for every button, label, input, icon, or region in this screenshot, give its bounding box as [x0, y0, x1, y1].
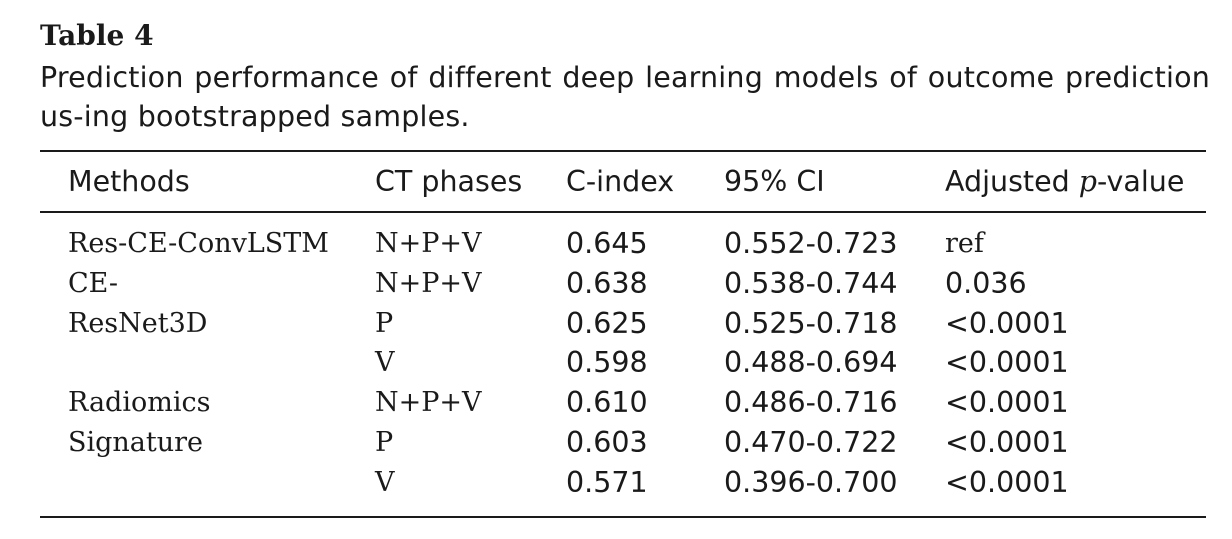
- cell-method: CE-: [68, 268, 118, 299]
- cell-phases: N+P+V: [375, 387, 482, 418]
- header-c-index: C-index: [566, 165, 675, 198]
- header-value-suffix: -value: [1097, 165, 1185, 198]
- header-adjusted-prefix: Adjusted: [945, 165, 1079, 198]
- cell-ci: 0.486-0.716: [724, 386, 898, 419]
- header-adjusted-p-value: Adjusted p-value: [945, 162, 1184, 202]
- cell-phases: P: [375, 308, 394, 339]
- table-top-rule: [40, 150, 1206, 152]
- cell-ci: 0.470-0.722: [724, 426, 898, 459]
- cell-phases: V: [375, 467, 395, 498]
- cell-pvalue: 0.036: [945, 267, 1027, 300]
- cell-ci: 0.396-0.700: [724, 466, 898, 499]
- cell-pvalue: ref: [945, 228, 984, 259]
- cell-cindex: 0.571: [566, 466, 648, 499]
- header-95-ci: 95% CI: [724, 165, 825, 198]
- cell-pvalue: <0.0001: [945, 466, 1069, 499]
- cell-phases: P: [375, 427, 394, 458]
- cell-cindex: 0.603: [566, 426, 648, 459]
- table-bottom-rule: [40, 516, 1206, 518]
- cell-cindex: 0.638: [566, 267, 648, 300]
- cell-method: Signature: [68, 427, 204, 458]
- cell-method: Res-CE-ConvLSTM: [68, 228, 329, 259]
- cell-ci: 0.538-0.744: [724, 267, 898, 300]
- table-label: Table 4: [40, 19, 154, 52]
- table-caption: Prediction performance of different deep…: [40, 61, 1210, 133]
- cell-phases: V: [375, 347, 395, 378]
- cell-phases: N+P+V: [375, 228, 482, 259]
- cell-pvalue: <0.0001: [945, 346, 1069, 379]
- cell-cindex: 0.598: [566, 346, 648, 379]
- cell-pvalue: <0.0001: [945, 386, 1069, 419]
- table-header-rule: [40, 211, 1206, 213]
- cell-method: ResNet3D: [68, 308, 208, 339]
- header-p-symbol: p: [1078, 165, 1098, 198]
- cell-cindex: 0.610: [566, 386, 648, 419]
- cell-phases: N+P+V: [375, 268, 482, 299]
- cell-cindex: 0.645: [566, 227, 648, 260]
- cell-ci: 0.552-0.723: [724, 227, 898, 260]
- header-ct-phases: CT phases: [375, 165, 523, 198]
- cell-pvalue: <0.0001: [945, 307, 1069, 340]
- cell-ci: 0.488-0.694: [724, 346, 898, 379]
- cell-cindex: 0.625: [566, 307, 648, 340]
- cell-pvalue: <0.0001: [945, 426, 1069, 459]
- header-methods: Methods: [68, 165, 190, 198]
- cell-ci: 0.525-0.718: [724, 307, 898, 340]
- cell-method: Radiomics: [68, 387, 211, 418]
